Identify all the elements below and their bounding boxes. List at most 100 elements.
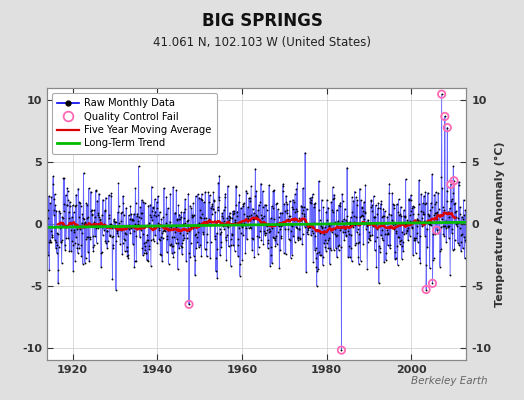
Point (429, 257, 437, 263)
Point (239, 232, 247, 238)
Point (442, 198, 451, 204)
Point (137, 210, 145, 216)
Point (52, 239, 60, 246)
Point (277, 223, 286, 229)
Point (180, 234, 189, 241)
Point (248, 205, 257, 212)
Point (422, 286, 430, 293)
Point (427, 200, 435, 206)
Point (106, 221, 115, 228)
Point (403, 228, 411, 234)
Point (398, 229, 406, 235)
Point (424, 190, 432, 196)
Point (138, 210, 146, 216)
Point (255, 218, 264, 224)
Point (188, 225, 196, 231)
Point (134, 218, 142, 224)
Point (56, 210, 64, 216)
Point (296, 236, 304, 242)
Point (131, 220, 139, 227)
Point (380, 208, 389, 214)
Point (326, 246, 335, 253)
Point (372, 264, 380, 271)
Point (147, 263, 155, 269)
Point (411, 237, 419, 243)
Point (389, 202, 398, 208)
Point (70, 209, 78, 216)
Point (95, 220, 104, 226)
Point (146, 236, 155, 243)
Point (395, 234, 403, 240)
Point (167, 226, 175, 232)
Point (263, 226, 271, 233)
Point (212, 254, 221, 261)
Point (128, 216, 137, 223)
Point (387, 216, 396, 223)
Point (271, 237, 279, 244)
Point (375, 243, 384, 249)
Point (260, 202, 269, 208)
Point (262, 222, 270, 228)
Point (318, 197, 326, 203)
Point (438, 91, 446, 97)
Point (120, 236, 128, 242)
Point (135, 225, 144, 231)
Point (283, 201, 291, 208)
Point (259, 241, 268, 248)
Point (356, 186, 364, 192)
Point (416, 260, 424, 266)
Point (244, 204, 252, 210)
Point (351, 188, 359, 195)
Point (92, 187, 100, 194)
Point (301, 224, 309, 230)
Point (174, 240, 182, 246)
Point (440, 207, 448, 213)
Point (123, 253, 132, 260)
Point (230, 208, 238, 214)
Point (148, 205, 157, 211)
Point (210, 197, 218, 203)
Point (317, 222, 325, 229)
Point (243, 236, 251, 242)
Point (286, 198, 294, 204)
Point (168, 243, 176, 250)
Point (96, 217, 104, 224)
Point (292, 225, 301, 232)
Point (122, 204, 130, 211)
Point (372, 220, 380, 227)
Point (420, 218, 429, 225)
Point (386, 245, 394, 251)
Point (401, 176, 410, 183)
Point (278, 222, 286, 229)
Point (67, 227, 75, 234)
Point (304, 227, 312, 233)
Point (282, 199, 291, 205)
Point (289, 196, 297, 203)
Point (233, 220, 241, 226)
Point (383, 230, 391, 237)
Point (315, 217, 324, 224)
Point (258, 215, 267, 221)
Point (61, 192, 70, 198)
Point (194, 220, 203, 226)
Point (215, 173, 224, 179)
Point (84, 249, 92, 255)
Point (100, 222, 108, 228)
Point (82, 200, 91, 206)
Point (422, 262, 431, 268)
Point (297, 217, 305, 223)
Point (80, 216, 88, 222)
Point (359, 241, 367, 247)
Point (343, 164, 351, 171)
Point (275, 223, 283, 229)
Point (291, 208, 299, 215)
Point (196, 206, 204, 213)
Point (306, 195, 314, 201)
Point (93, 198, 102, 204)
Point (331, 231, 339, 237)
Point (67, 248, 75, 254)
Point (306, 199, 314, 205)
Point (372, 202, 380, 208)
Point (94, 214, 103, 220)
Point (182, 258, 190, 264)
